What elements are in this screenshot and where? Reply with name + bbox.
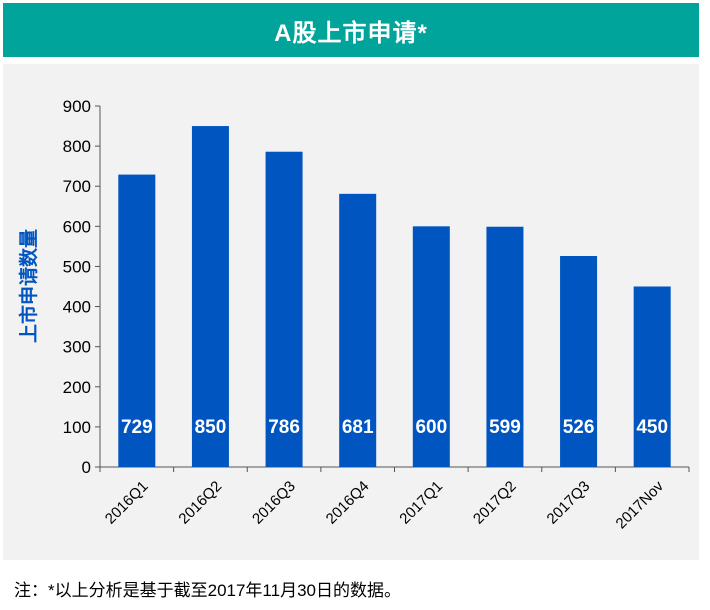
x-tick-label: 2017Q2 bbox=[470, 478, 520, 528]
bar-2016Q4 bbox=[339, 193, 377, 468]
y-tick-label: 700 bbox=[63, 177, 91, 196]
bar-2016Q3 bbox=[265, 151, 303, 467]
bar-2016Q1 bbox=[118, 174, 156, 467]
x-tick-label: 2017Q3 bbox=[544, 478, 594, 528]
chart-title: A股上市申请* bbox=[274, 19, 428, 47]
bar-chart: 0 100 200 300 400 500 600 700 800 900 上市申请数量 729 201… bbox=[17, 97, 690, 532]
bar-2017Q3 bbox=[560, 256, 598, 467]
chart-panel: 0 100 200 300 400 500 600 700 800 900 上市申请数量 729 201… bbox=[3, 64, 699, 560]
x-tick-label: 2017Nov bbox=[613, 477, 668, 532]
y-tick-label: 200 bbox=[63, 378, 91, 397]
data-label: 600 bbox=[415, 417, 447, 438]
x-tick-label: 2016Q4 bbox=[323, 478, 373, 528]
y-tick-label: 500 bbox=[63, 257, 91, 276]
y-tick-label: 300 bbox=[63, 338, 91, 357]
y-tick-label: 800 bbox=[63, 137, 91, 156]
data-label: 850 bbox=[195, 417, 227, 438]
y-tick-label: 900 bbox=[63, 97, 91, 116]
y-axis-title: 上市申请数量 bbox=[17, 229, 40, 343]
x-tick-label: 2016Q2 bbox=[175, 478, 225, 528]
footnote: 注：*以上分析是基于截至2017年11月30日的数据。 bbox=[14, 581, 401, 600]
data-label: 526 bbox=[563, 417, 595, 438]
data-label: 786 bbox=[268, 417, 300, 438]
x-tick-label: 2016Q3 bbox=[249, 478, 299, 528]
x-tick-label: 2017Q1 bbox=[396, 478, 446, 528]
y-tick-label: 600 bbox=[63, 217, 91, 236]
bar-2016Q2 bbox=[191, 126, 229, 468]
y-tick-label: 400 bbox=[63, 298, 91, 317]
data-label: 729 bbox=[121, 417, 153, 438]
data-label: 681 bbox=[342, 417, 374, 438]
data-label: 599 bbox=[489, 417, 521, 438]
y-tick-label: 0 bbox=[82, 458, 91, 477]
chart-title-bar: A股上市申请* bbox=[3, 3, 699, 57]
bar-2017Q2 bbox=[486, 226, 524, 467]
y-tick-label: 100 bbox=[63, 418, 91, 437]
x-tick-label: 2016Q1 bbox=[102, 478, 152, 528]
bar-2017Nov bbox=[633, 286, 671, 467]
data-label: 450 bbox=[636, 417, 668, 438]
bar-2017Q1 bbox=[412, 226, 450, 467]
